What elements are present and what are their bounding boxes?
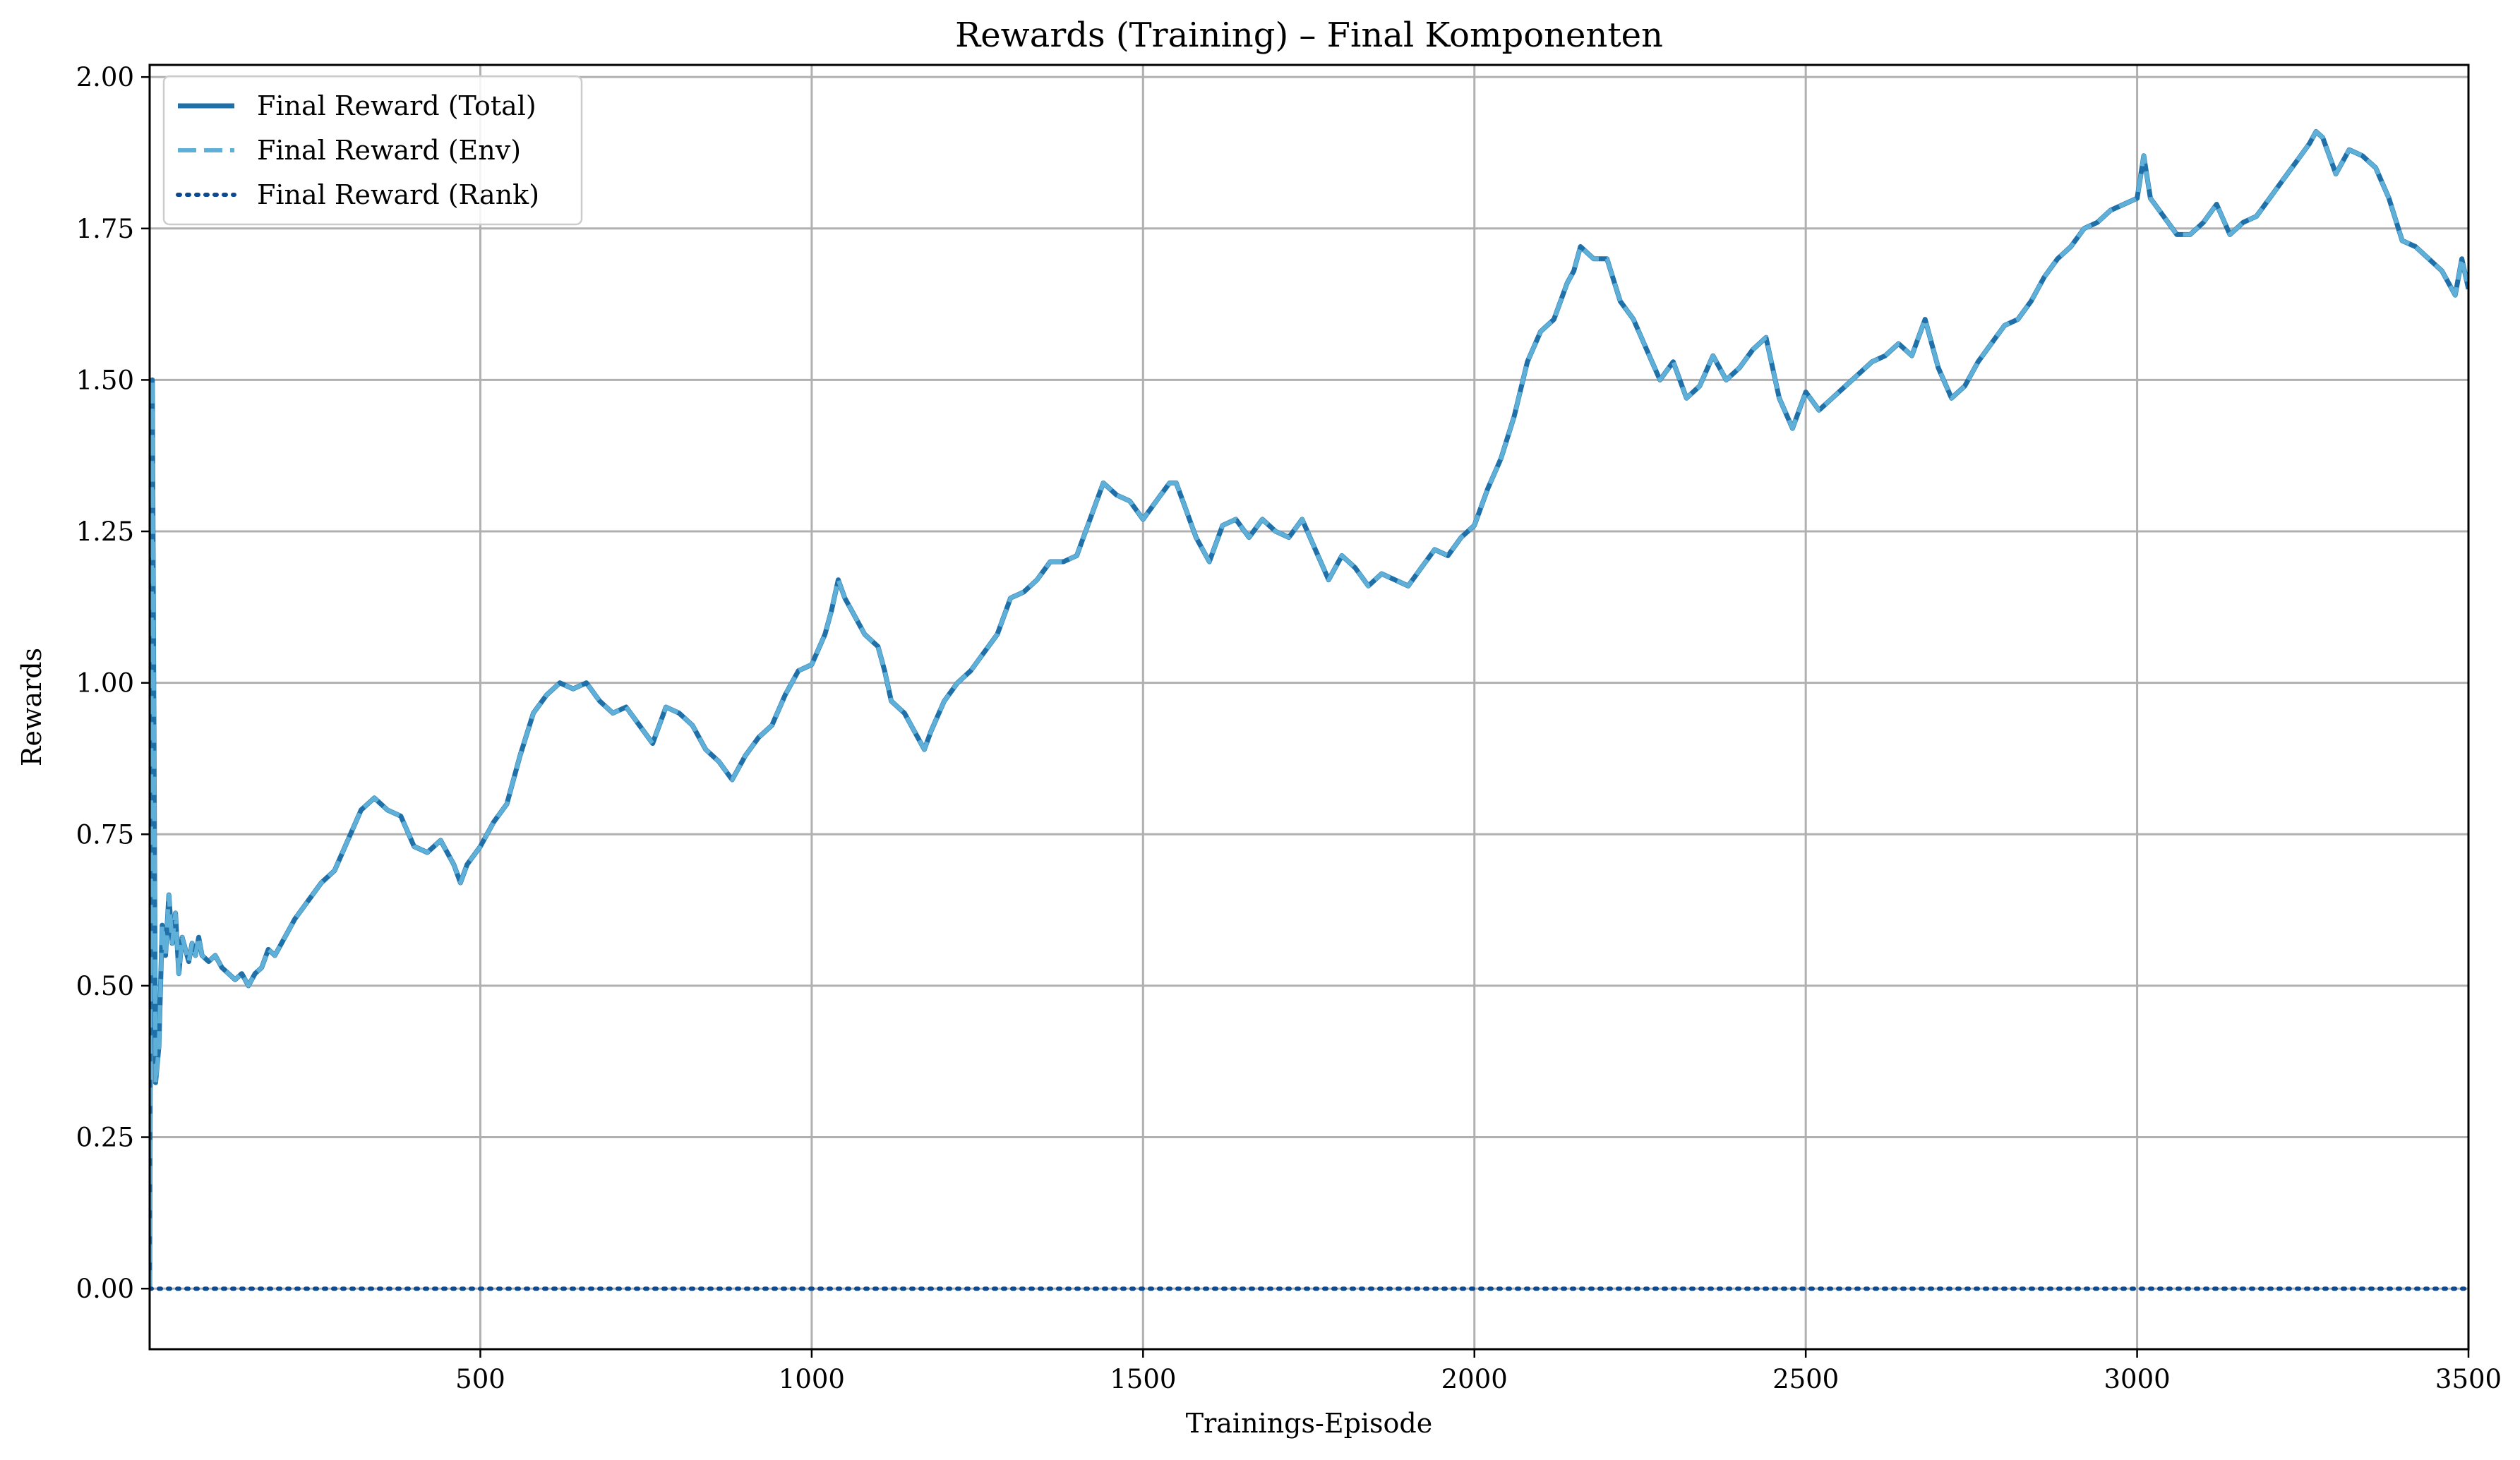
x-tick-label: 500: [455, 1364, 505, 1394]
x-tick-label: 2500: [1772, 1364, 1839, 1394]
y-tick-label: 0.75: [76, 819, 134, 850]
y-tick-label: 1.00: [76, 668, 134, 699]
x-axis-label: Trainings-Episode: [1186, 1408, 1433, 1439]
x-tick-label: 3500: [2435, 1364, 2502, 1394]
x-tick-label: 1500: [1110, 1364, 1176, 1394]
y-tick-label: 1.25: [76, 517, 134, 547]
y-tick-label: 2.00: [76, 62, 134, 92]
plot-area-frame: [148, 64, 2470, 1351]
legend-label-rank: Final Reward (Rank): [257, 179, 539, 210]
x-tick-label: 3000: [2104, 1364, 2170, 1394]
x-tick-label: 2000: [1441, 1364, 1508, 1394]
axis-ticks: 500 1000 1500 2000 2500 3000 3500 0.00 0.25 0.50 0…: [76, 62, 2502, 1394]
y-tick-label: 1.75: [76, 214, 134, 244]
series-lines: [150, 128, 2468, 1291]
legend-box: [162, 75, 583, 226]
y-axis-label: Rewards: [16, 648, 47, 766]
y-tick-label: 1.50: [76, 365, 134, 395]
y-tick-label: 0.00: [76, 1274, 134, 1304]
y-tick-label: 0.25: [76, 1123, 134, 1153]
x-tick-label: 1000: [779, 1364, 845, 1394]
legend: Final Reward (Total) Final Reward (Env) …: [162, 75, 583, 226]
y-tick-label: 0.50: [76, 971, 134, 1001]
chart-title: Rewards (Training) – Final Komponenten: [955, 16, 1663, 55]
legend-label-env: Final Reward (Env): [257, 135, 521, 166]
legend-label-total: Final Reward (Total): [257, 90, 536, 121]
series-line-env: [150, 129, 2468, 1289]
